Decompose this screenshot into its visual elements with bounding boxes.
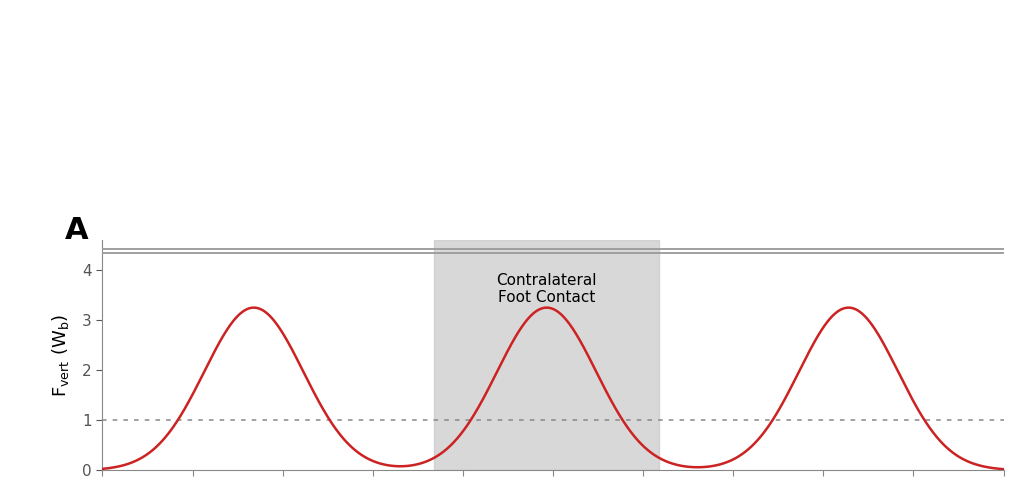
Bar [434,240,659,470]
Y-axis label: F$_{\rm vert}$ (W$_{\rm b}$): F$_{\rm vert}$ (W$_{\rm b}$) [50,314,71,396]
Text: Contralateral
Foot Contact: Contralateral Foot Contact [497,273,597,305]
Text: A: A [65,216,89,245]
